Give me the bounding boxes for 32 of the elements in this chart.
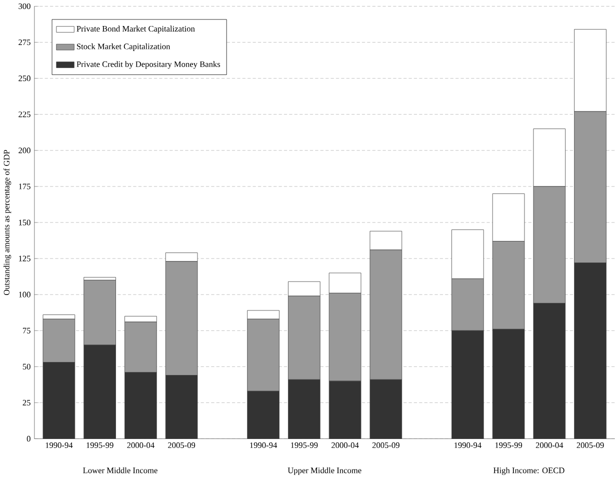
x-tick-label: 1990-94	[46, 442, 73, 448]
x-tick-label: 2005-09	[576, 442, 604, 448]
x-tick-label: 2000-04	[127, 442, 154, 448]
y-tick-label: 175	[18, 183, 30, 190]
y-tick-label: 150	[18, 220, 30, 226]
x-tick-label: 1990-94	[250, 442, 278, 448]
y-tick-label: 300	[18, 3, 30, 9]
y-tick-label: 0	[26, 436, 30, 442]
x-tick-label: 2000-04	[536, 442, 564, 448]
text: Upper Middle Income	[288, 467, 362, 475]
legend-label: Private Credit by Depositary Money Banks	[76, 60, 220, 69]
y-tick-label: 100	[18, 292, 30, 298]
x-tick-label: 1995-99	[291, 442, 318, 448]
text: High Income: OECD	[494, 467, 564, 475]
y-tick-label: 75	[22, 328, 30, 334]
x-tick-label: 2000-04	[332, 442, 359, 448]
legend-label: Private Bond Market Capitalization	[76, 26, 195, 34]
y-tick-label: 50	[22, 364, 30, 370]
x-tick-label: 1995-99	[495, 442, 522, 448]
y-tick-label: 275	[18, 39, 30, 45]
x-tick-label: 1995-99	[86, 442, 114, 448]
y-tick-label: 200	[18, 147, 30, 154]
text: Lower Middle Income	[83, 467, 158, 474]
x-tick-label: 2005-09	[168, 442, 196, 448]
y-tick-label: 25	[22, 400, 30, 406]
x-tick-label: 1990-94	[454, 442, 482, 448]
y-tick-label: 125	[18, 256, 30, 262]
legend-label: Stock Market Capitalization	[76, 43, 170, 51]
y-tick-label: 250	[18, 75, 30, 81]
x-tick-label: 2005-09	[372, 442, 400, 448]
y-axis-title: Outstanding amounts as percentage of GDP	[3, 150, 12, 295]
y-tick-label: 225	[18, 111, 30, 117]
